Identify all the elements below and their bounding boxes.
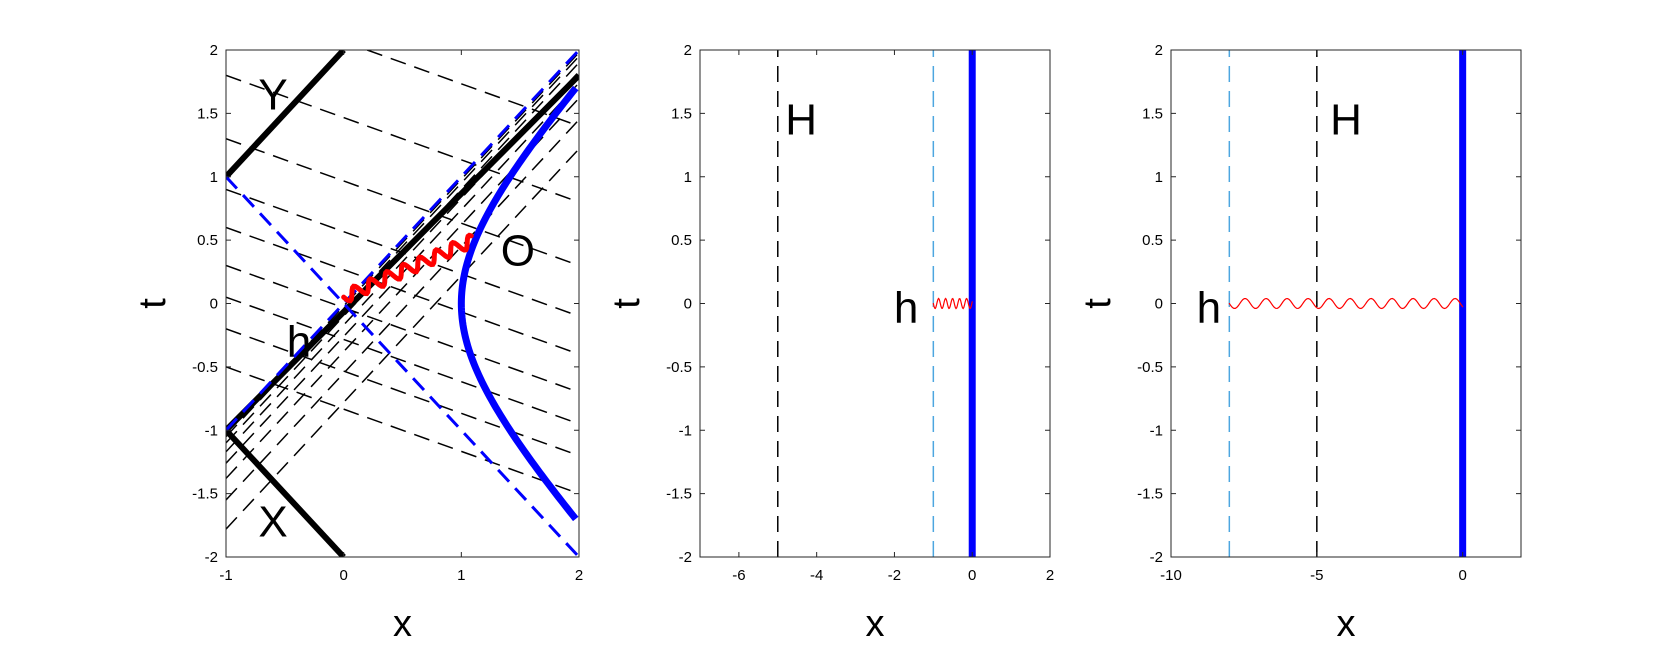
y-tick-label: 1.5 [671,105,692,122]
annotation-label-O: O [501,226,535,275]
null-ray-incoming-7 [226,138,579,267]
chart-panel-3: -10 -5 0 -2 -1.5 -1 -0.5 0 0.5 1 1.5 2 x t Hh [1077,42,1522,645]
y-tick-label: -2 [679,549,692,566]
null-ray-incoming-4 [226,264,579,393]
y-tick-label: -1 [205,422,218,439]
annotation-label-h: h [287,318,311,367]
y-tick-label: 2 [1155,42,1163,59]
x-tick-label: -4 [810,567,823,584]
x-tick-label: -10 [1160,567,1182,584]
x-tick-label: -2 [888,567,901,584]
annotation-label-H: H [1330,96,1362,145]
x-axis-label: x [866,603,885,645]
null-ray-incoming-9 [364,50,579,127]
plot-area [700,50,1050,557]
x-tick-label: 2 [575,567,583,584]
y-tick-label: -0.5 [192,359,218,376]
y-tick-label: -1 [1150,422,1163,439]
boundary-line [226,50,346,179]
x-axis-label: x [1337,603,1356,645]
y-tick-label: 0 [684,296,692,313]
y-tick-label: 1 [210,169,218,186]
light-cone-line [226,50,579,432]
y-tick-label: 0 [210,296,218,313]
annotation-label-h: h [1197,283,1221,332]
null-ray-incoming-8 [226,74,579,203]
y-tick-label: 1 [684,169,692,186]
x-tick-label: 0 [1458,567,1466,584]
hawking-quanta-wave [1228,297,1464,310]
x-tick-label: -6 [732,567,745,584]
null-ray-incoming-5 [226,226,579,355]
y-axis-label: t [606,298,648,309]
null-ray-outgoing-8 [226,148,579,530]
y-tick-label: 0.5 [671,232,692,249]
annotation-label-X: X [258,498,287,547]
y-tick-label: 1.5 [1142,105,1163,122]
x-tick-label: 0 [339,567,347,584]
null-ray-incoming-2 [226,328,579,457]
y-tick-label: 2 [210,42,218,59]
hawking-quanta-wave [932,297,973,310]
y-tick-label: 1.5 [197,105,218,122]
y-tick-label: -1.5 [666,486,692,503]
y-tick-label: 1 [1155,169,1163,186]
y-tick-label: -2 [1150,549,1163,566]
y-tick-label: -1.5 [1137,486,1163,503]
x-tick-label: 1 [457,567,465,584]
annotation-label-Y: Y [258,70,287,119]
y-axis-label: t [132,298,174,309]
x-tick-label: -1 [219,567,232,584]
plot-marks [226,50,579,557]
hawking-quanta-wave [341,232,474,304]
y-tick-label: 2 [684,42,692,59]
y-tick-label: 0 [1155,296,1163,313]
worldline-observer [457,85,579,522]
y-axis-label: t [1077,298,1119,309]
annotation-label-h: h [894,283,918,332]
y-tick-label: 0.5 [1142,232,1163,249]
boundary-line [226,428,346,557]
chart-panel-2: -6 -4 -2 0 2 -2 -1.5 -1 -0.5 0 0.5 1 1.5 2 x t Hh [606,42,1054,645]
y-tick-label: -0.5 [666,359,692,376]
y-tick-label: -0.5 [1137,359,1163,376]
light-cone-line [226,175,579,557]
x-tick-label: -5 [1310,567,1323,584]
y-tick-label: -1.5 [192,486,218,503]
boundary-line [226,73,579,433]
x-tick-label: 0 [968,567,976,584]
y-tick-label: -2 [205,549,218,566]
null-ray-incoming-3 [226,296,579,425]
plot-marks [777,50,976,557]
x-tick-label: 2 [1046,567,1054,584]
chart-panel-1: -1 0 1 2 -2 -1.5 -1 -0.5 0 0.5 1 1.5 2 x t Y X Oh [132,42,583,645]
x-axis-label: x [393,603,412,645]
plot-marks [1228,50,1467,557]
null-ray-outgoing-7 [226,119,579,501]
y-tick-label: -1 [679,422,692,439]
annotation-label-H: H [785,96,817,145]
y-tick-label: 0.5 [197,232,218,249]
